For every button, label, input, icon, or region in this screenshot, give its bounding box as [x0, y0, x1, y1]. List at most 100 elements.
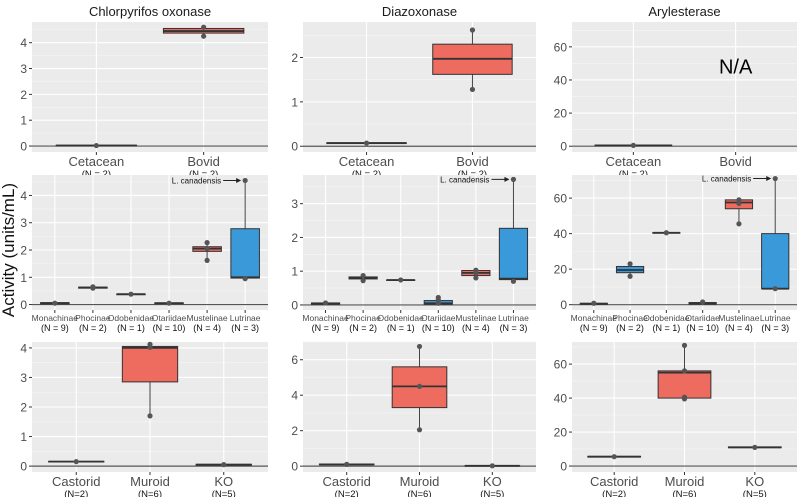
data-point	[681, 368, 688, 374]
x-tick-label: KO	[214, 474, 233, 489]
box	[498, 227, 529, 281]
panel-title: Arylesterase	[648, 4, 720, 19]
sample-size-label: (N = 1)	[117, 323, 145, 333]
panel-background	[303, 22, 536, 152]
x-tick-label: Bovid	[719, 154, 752, 169]
x-tick-label: Otariidae	[152, 313, 187, 323]
box	[230, 228, 260, 279]
data-point	[435, 300, 441, 306]
data-point	[360, 272, 366, 279]
sample-size-label: (N = 10)	[686, 323, 719, 333]
y-tick-label: 0	[20, 460, 27, 474]
data-point	[344, 461, 350, 467]
x-tick-label: Muroid	[665, 474, 705, 489]
data-point	[469, 86, 476, 93]
sample-size-label: (N = 9)	[312, 323, 340, 333]
x-tick-label: Castorid	[590, 474, 638, 489]
x-tick-label: Mustelinae	[455, 313, 496, 323]
data-point	[473, 275, 479, 281]
data-point	[322, 300, 329, 306]
y-tick-label: 1	[20, 271, 27, 285]
y-axis-label: Activity (units/mL)	[0, 183, 18, 317]
y-tick-label: 60	[554, 40, 568, 54]
callout-arrowhead	[504, 176, 510, 182]
x-tick-label: Cetacean	[606, 154, 662, 169]
box	[121, 345, 179, 383]
data-point	[201, 24, 207, 30]
y-tick-label: 1	[291, 265, 298, 279]
y-tick-label: 20	[554, 107, 568, 121]
data-point	[611, 454, 617, 460]
x-tick-label: Otariidae	[421, 313, 456, 323]
x-tick-label: Mustelinae	[718, 313, 759, 323]
y-tick-label: 0	[20, 298, 27, 312]
sample-size-label: (N = 10)	[422, 323, 455, 333]
data-point	[736, 221, 742, 227]
panel-background	[572, 175, 797, 310]
data-point	[630, 142, 636, 148]
y-tick-label: 2	[291, 51, 298, 65]
x-tick-label: Muroid	[400, 474, 440, 489]
callout-label: L. canadensis	[440, 175, 489, 184]
sample-size-label: (N=5)	[480, 489, 504, 497]
data-point	[663, 230, 669, 236]
x-tick-label: Castorid	[322, 474, 370, 489]
data-point	[772, 175, 778, 182]
sample-size-label: (N=5)	[743, 489, 767, 497]
data-point	[93, 142, 99, 149]
x-tick-label: Odobenidae	[378, 313, 425, 323]
sample-size-label: (N = 9)	[41, 323, 69, 333]
data-point	[591, 300, 597, 306]
x-tick-label: Cetacean	[339, 154, 395, 169]
data-point	[242, 276, 248, 282]
panel-background	[32, 175, 268, 310]
callout-arrowhead	[236, 177, 242, 183]
box	[657, 370, 712, 399]
data-point	[147, 344, 153, 350]
y-tick-label: 3	[20, 216, 27, 230]
x-tick-label: Mustelinae	[187, 313, 228, 323]
sample-size-label: (N = 2)	[352, 169, 381, 180]
x-tick-label: Lutrinae	[760, 313, 791, 323]
sample-size-label: (N = 4)	[725, 323, 753, 333]
data-point	[221, 462, 227, 468]
data-point	[166, 300, 172, 306]
sample-size-label: (N = 4)	[193, 323, 221, 333]
y-tick-label: 1	[291, 95, 298, 109]
y-tick-label: 0	[291, 460, 298, 474]
data-point	[752, 444, 758, 450]
x-tick-label: Phocinae	[345, 313, 381, 323]
data-point	[627, 261, 633, 267]
data-point	[510, 176, 517, 182]
data-point	[73, 459, 79, 465]
y-tick-label: 6	[291, 353, 298, 367]
x-tick-label: Odobenidae	[643, 313, 690, 323]
y-tick-label: 60	[554, 358, 568, 372]
sample-size-label: (N = 4)	[462, 323, 490, 333]
x-tick-label: Lutrinae	[498, 313, 529, 323]
x-tick-label: Phocinae	[612, 313, 648, 323]
data-point	[489, 463, 495, 469]
y-tick-label: 20	[554, 426, 568, 440]
panel-title: Chlorpyrifos oxonase	[89, 4, 211, 19]
x-tick-label: KO	[483, 474, 502, 489]
data-point	[681, 396, 688, 402]
data-point	[242, 177, 248, 184]
data-point	[201, 33, 207, 39]
data-point	[398, 277, 404, 283]
data-point	[204, 240, 210, 246]
data-point	[627, 273, 633, 279]
data-point	[473, 270, 479, 276]
sample-size-label: (N = 1)	[387, 323, 415, 333]
y-tick-label: 3	[291, 197, 298, 211]
data-point	[772, 286, 778, 292]
y-tick-label: 20	[554, 263, 568, 277]
sample-size-label: (N=6)	[138, 489, 162, 497]
x-tick-label: Cetacean	[69, 154, 125, 169]
data-point	[204, 257, 210, 263]
y-tick-label: 0	[291, 140, 298, 154]
y-tick-label: 4	[20, 36, 27, 50]
sample-size-label: (N=5)	[212, 489, 236, 497]
sample-size-label: (N = 3)	[761, 323, 789, 333]
